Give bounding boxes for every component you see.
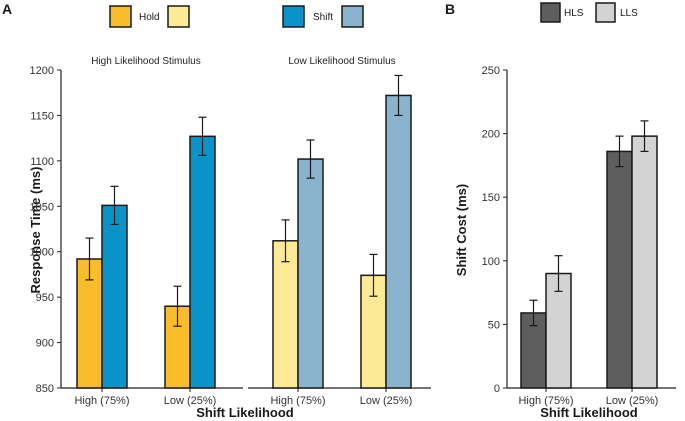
panel-b-error-bar	[615, 135, 624, 168]
panel-a-y-tick-label: 1150	[30, 110, 54, 122]
panel-b-y-tick-label: 50	[488, 319, 500, 331]
panel-a-y-tick-label: 900	[36, 338, 54, 350]
panel-a-left-error-bar	[198, 116, 207, 157]
panel-b-bar	[606, 150, 633, 389]
legend-shift-label: Shift	[313, 12, 333, 23]
panel-a-right-error-bar	[306, 139, 315, 179]
facet-title-low-likelihood: Low Likelihood Stimulus	[288, 56, 395, 67]
panel-b-y-tick-label: 200	[482, 129, 500, 141]
legend-hls-label: HLS	[564, 8, 584, 19]
legend-shift-swatch-1	[282, 5, 305, 28]
panel-a-right-x-tick-label: Low (25%)	[360, 395, 413, 407]
panel-a-right-error-bar	[394, 74, 403, 117]
panel-a-y-tick-label: 1000	[30, 247, 54, 259]
panel-a-left-bar	[189, 135, 216, 389]
panel-b-error-bar	[640, 120, 649, 153]
panel-b-y-tick-label: 0	[494, 383, 500, 395]
panel-b-x-tick-label: High (75%)	[518, 395, 573, 407]
panel-a-right-error-bar	[281, 219, 290, 263]
panel-a-y-tick-label: 1050	[30, 201, 54, 213]
panel-a-left-error-bar	[173, 285, 182, 327]
panel-a-y-axis-title: Response Time (ms)	[28, 167, 43, 294]
panel-a-y-tick-label: 1100	[30, 156, 54, 168]
panel-b-bar	[631, 135, 658, 389]
panel-a-right-bar	[297, 158, 324, 389]
panel-b-y-tick-label: 150	[482, 192, 500, 204]
panel-b-error-bar	[529, 299, 538, 327]
panel-a-y-tick-label: 950	[36, 292, 54, 304]
panel-a-legend: Hold Shift	[109, 5, 364, 28]
panel-b-plot: 0 50 100 150 200 250 High (75%) Low (25%)	[482, 65, 676, 407]
panel-a-x-axis-title: Shift Likelihood	[196, 405, 294, 420]
panel-a-left-bar	[76, 258, 103, 389]
panel-b-label: B	[445, 1, 455, 17]
panel-a-y-tick-label: 1200	[30, 65, 54, 77]
legend-hold-swatch-2	[167, 5, 190, 28]
panel-a-plot: 850 900 950 1000 1050 1100 1150 1200 High (75%) L…	[30, 65, 431, 407]
panel-a-left-error-bar	[110, 185, 119, 226]
panel-b-legend: HLS LLS	[540, 2, 638, 23]
panel-a-right-bar	[385, 94, 412, 389]
legend-lls-label: LLS	[620, 8, 638, 19]
legend-hls-swatch	[540, 2, 561, 23]
panel-a-left-x-tick-label: High (75%)	[74, 395, 129, 407]
panel-a-left-bar	[101, 204, 128, 389]
panel-b-y-tick-label: 250	[482, 65, 500, 77]
panel-b-x-axis-title: Shift Likelihood	[540, 405, 638, 420]
panel-a-right-bar	[272, 240, 299, 389]
legend-lls-swatch	[595, 2, 616, 23]
facet-title-high-likelihood: High Likelihood Stimulus	[91, 56, 201, 67]
panel-a-y-tick-label: 850	[36, 383, 54, 395]
panel-a-right-error-bar	[369, 253, 378, 297]
panel-b-y-tick-label: 100	[482, 256, 500, 268]
panel-b-y-axis-title: Shift Cost (ms)	[454, 184, 469, 276]
panel-a-left-x-tick-label: Low (25%)	[164, 395, 217, 407]
panel-a-label: A	[2, 1, 12, 17]
legend-shift-swatch-2	[341, 5, 364, 28]
panel-b-error-bar	[554, 255, 563, 292]
panel-a-right-x-tick-label: High (75%)	[270, 395, 325, 407]
panel-a-left-error-bar	[85, 237, 94, 281]
legend-hold-swatch-1	[109, 5, 132, 28]
panel-b-x-tick-label: Low (25%)	[606, 395, 659, 407]
panel-b-bar	[545, 272, 572, 389]
legend-hold-label: Hold	[139, 12, 160, 23]
